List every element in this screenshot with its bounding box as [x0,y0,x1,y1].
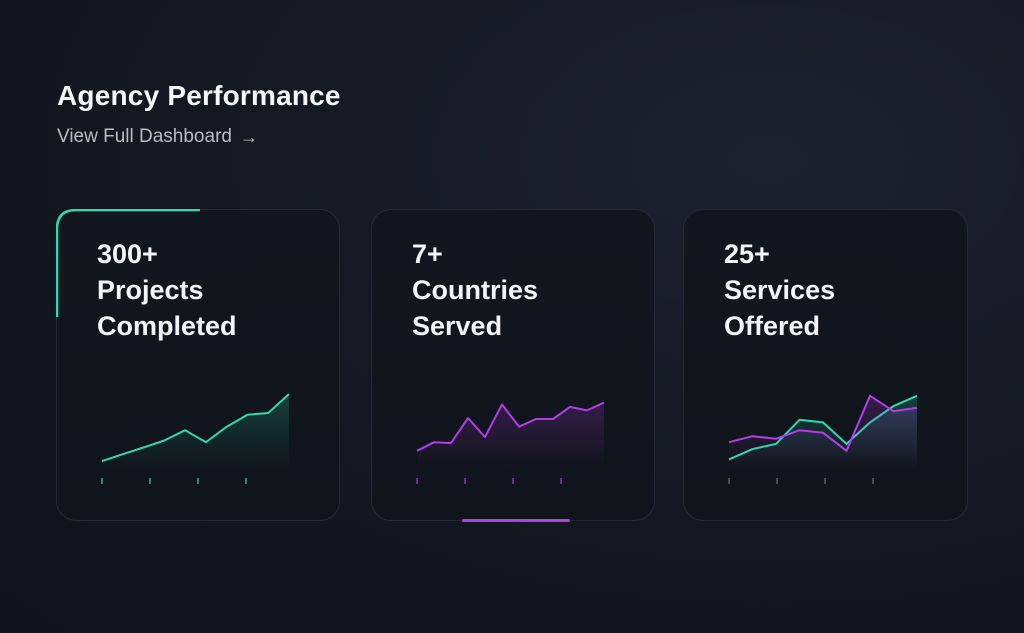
sparkline-area [417,402,604,468]
view-dashboard-label: View Full Dashboard [57,126,232,147]
page-title: Agency Performance [57,80,341,111]
stat-label-line1: Projects [97,275,204,305]
stat-value: 25+ [724,239,770,269]
sparkline-chart [416,401,605,484]
arrow-right-icon: → [239,126,258,147]
sparkline-line [728,394,918,452]
stat-card-projects[interactable]: 300+ Projects Completed [56,209,340,521]
sparkline-area [102,394,289,468]
stat-label-line1: Services [724,275,836,305]
sparkline-chart [728,394,918,484]
stat-card-countries[interactable]: 7+ Countries Served [371,209,655,522]
card-accent-border [56,209,200,317]
sparkline-line [416,401,605,452]
sparkline-area [729,395,917,468]
stat-label-line2: Completed [97,311,237,341]
view-dashboard-link[interactable]: View Full Dashboard → [57,126,258,148]
stat-label-line2: Served [412,311,503,341]
card-accent-bar [462,519,570,522]
sparkline-chart [101,393,290,484]
stat-value: 7+ [412,239,443,269]
sparkline-line [101,393,290,463]
stat-label-line1: Countries [412,275,539,305]
stat-card-services[interactable]: 25+ Services Offered [683,209,968,521]
stat-label-line2: Offered [724,311,821,341]
stat-value: 300+ [97,239,158,269]
